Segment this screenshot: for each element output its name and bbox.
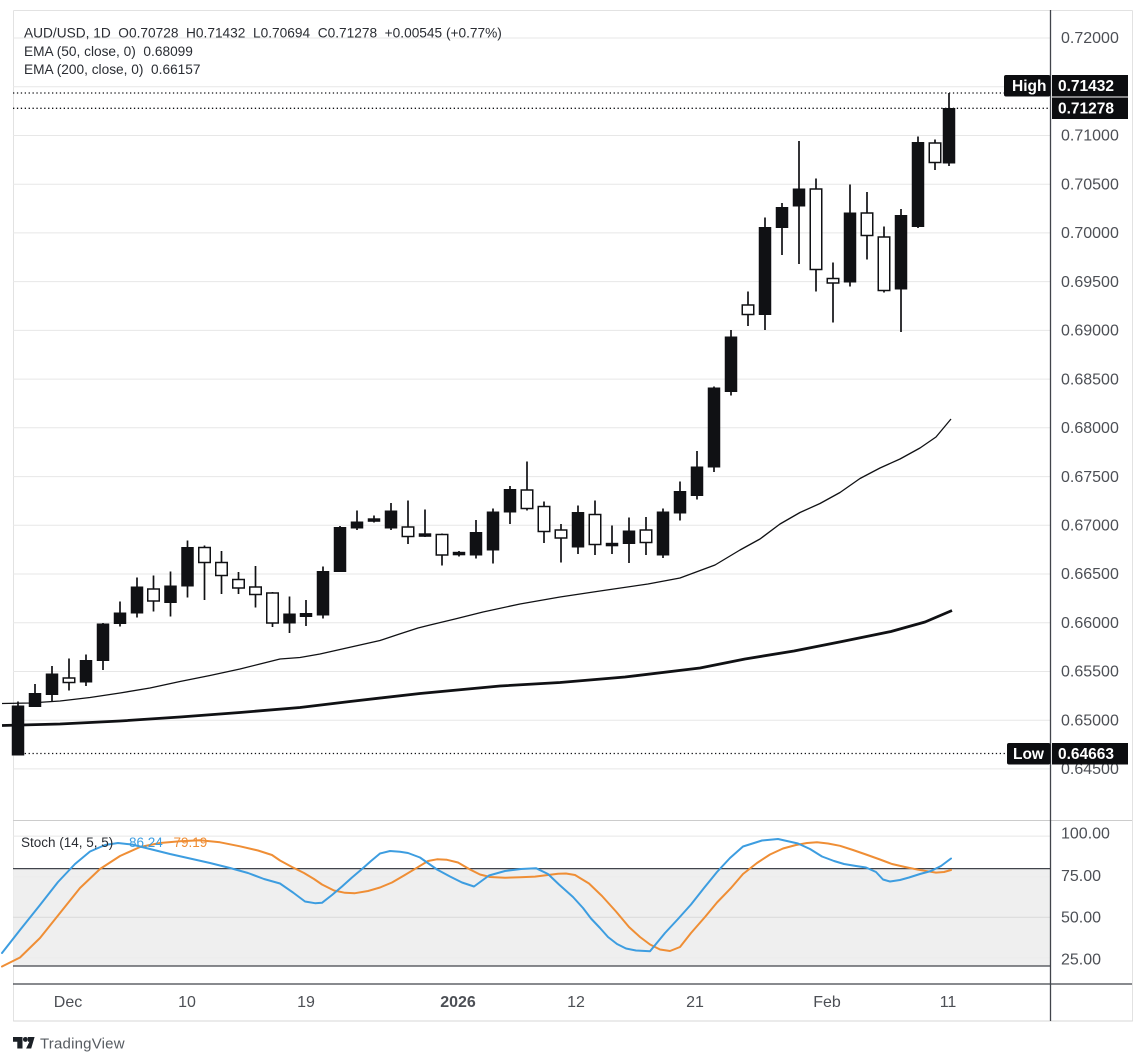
svg-text:EMA (50, close, 0) 0.68099: EMA (50, close, 0) 0.68099 <box>24 44 193 59</box>
svg-text:19: 19 <box>297 994 315 1011</box>
svg-text:86.24: 86.24 <box>129 835 163 850</box>
svg-text:Dec: Dec <box>54 994 82 1011</box>
svg-text:11: 11 <box>940 994 957 1011</box>
svg-text:High: High <box>1012 78 1046 95</box>
svg-text:79.19: 79.19 <box>174 835 208 850</box>
svg-text:AUD/USD, 1D O0.70728 H0.7143: AUD/USD, 1D O0.70728 H0.71432 L0.70694 C… <box>24 26 502 41</box>
svg-text:0.68500: 0.68500 <box>1061 371 1119 388</box>
svg-text:2026: 2026 <box>440 994 476 1011</box>
svg-text:0.65500: 0.65500 <box>1061 664 1119 681</box>
svg-text:0.72000: 0.72000 <box>1061 30 1119 47</box>
svg-text:0.68000: 0.68000 <box>1061 420 1119 437</box>
svg-text:12: 12 <box>567 994 585 1011</box>
svg-text:0.69500: 0.69500 <box>1061 274 1119 291</box>
svg-text:0.70000: 0.70000 <box>1061 225 1119 242</box>
svg-text:0.71278: 0.71278 <box>1058 101 1114 118</box>
svg-text:21: 21 <box>686 994 704 1011</box>
svg-text:Stoch (14, 5, 5): Stoch (14, 5, 5) <box>21 835 113 850</box>
svg-text:EMA (200, close, 0) 0.66157: EMA (200, close, 0) 0.66157 <box>24 62 201 77</box>
svg-text:50.00: 50.00 <box>1061 910 1101 927</box>
svg-text:25.00: 25.00 <box>1061 952 1101 969</box>
svg-text:100.00: 100.00 <box>1061 826 1110 843</box>
svg-text:0.64500: 0.64500 <box>1061 761 1119 778</box>
svg-text:0.71000: 0.71000 <box>1061 128 1119 145</box>
svg-text:Low: Low <box>1013 746 1045 763</box>
svg-text:0.70500: 0.70500 <box>1061 176 1119 193</box>
svg-text:0.67500: 0.67500 <box>1061 469 1119 486</box>
svg-text:0.67000: 0.67000 <box>1061 518 1119 535</box>
svg-text:75.00: 75.00 <box>1061 868 1101 885</box>
svg-text:0.66500: 0.66500 <box>1061 566 1119 583</box>
svg-text:0.65000: 0.65000 <box>1061 712 1119 729</box>
svg-text:Feb: Feb <box>813 994 841 1011</box>
svg-text:0.71432: 0.71432 <box>1058 78 1114 95</box>
svg-text:10: 10 <box>178 994 196 1011</box>
svg-text:TradingView: TradingView <box>40 1036 125 1053</box>
svg-text:0.66000: 0.66000 <box>1061 615 1119 632</box>
svg-text:0.69000: 0.69000 <box>1061 323 1119 340</box>
svg-text:0.64663: 0.64663 <box>1058 746 1114 763</box>
